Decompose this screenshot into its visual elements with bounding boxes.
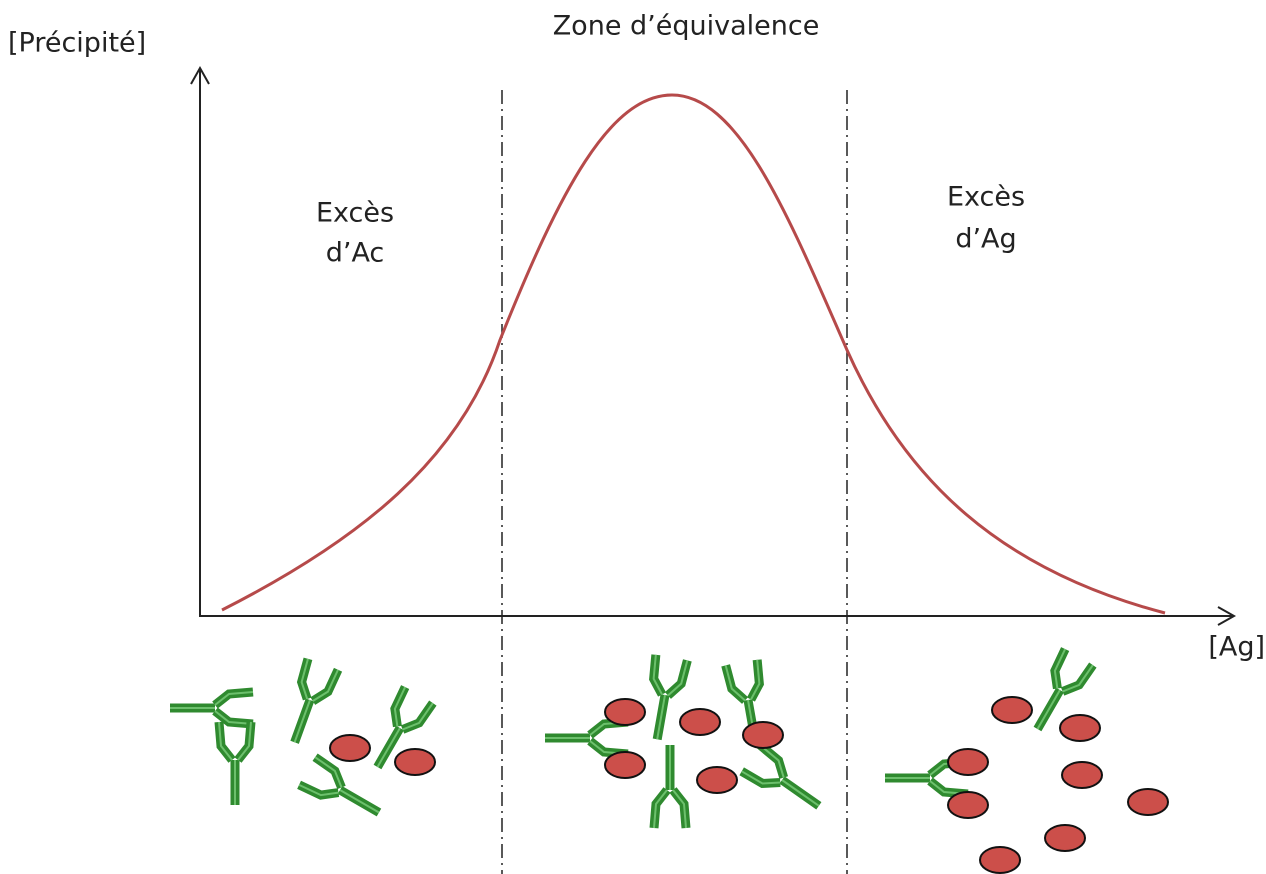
zone-label: d’Ac bbox=[326, 238, 385, 269]
zone-label: Excès bbox=[316, 198, 394, 229]
y-axis-label: [Précipité] bbox=[8, 28, 146, 59]
x-axis-label: [Ag] bbox=[1208, 632, 1265, 663]
diagram: Zone d’équivalence [Précipité] [Ag] Excè… bbox=[0, 0, 1266, 874]
zone-label: Excès bbox=[947, 182, 1025, 213]
zone-label: d’Ag bbox=[955, 224, 1016, 255]
axes bbox=[191, 68, 1234, 625]
title: Zone d’équivalence bbox=[553, 11, 820, 42]
precipitation-curve bbox=[222, 95, 1165, 613]
